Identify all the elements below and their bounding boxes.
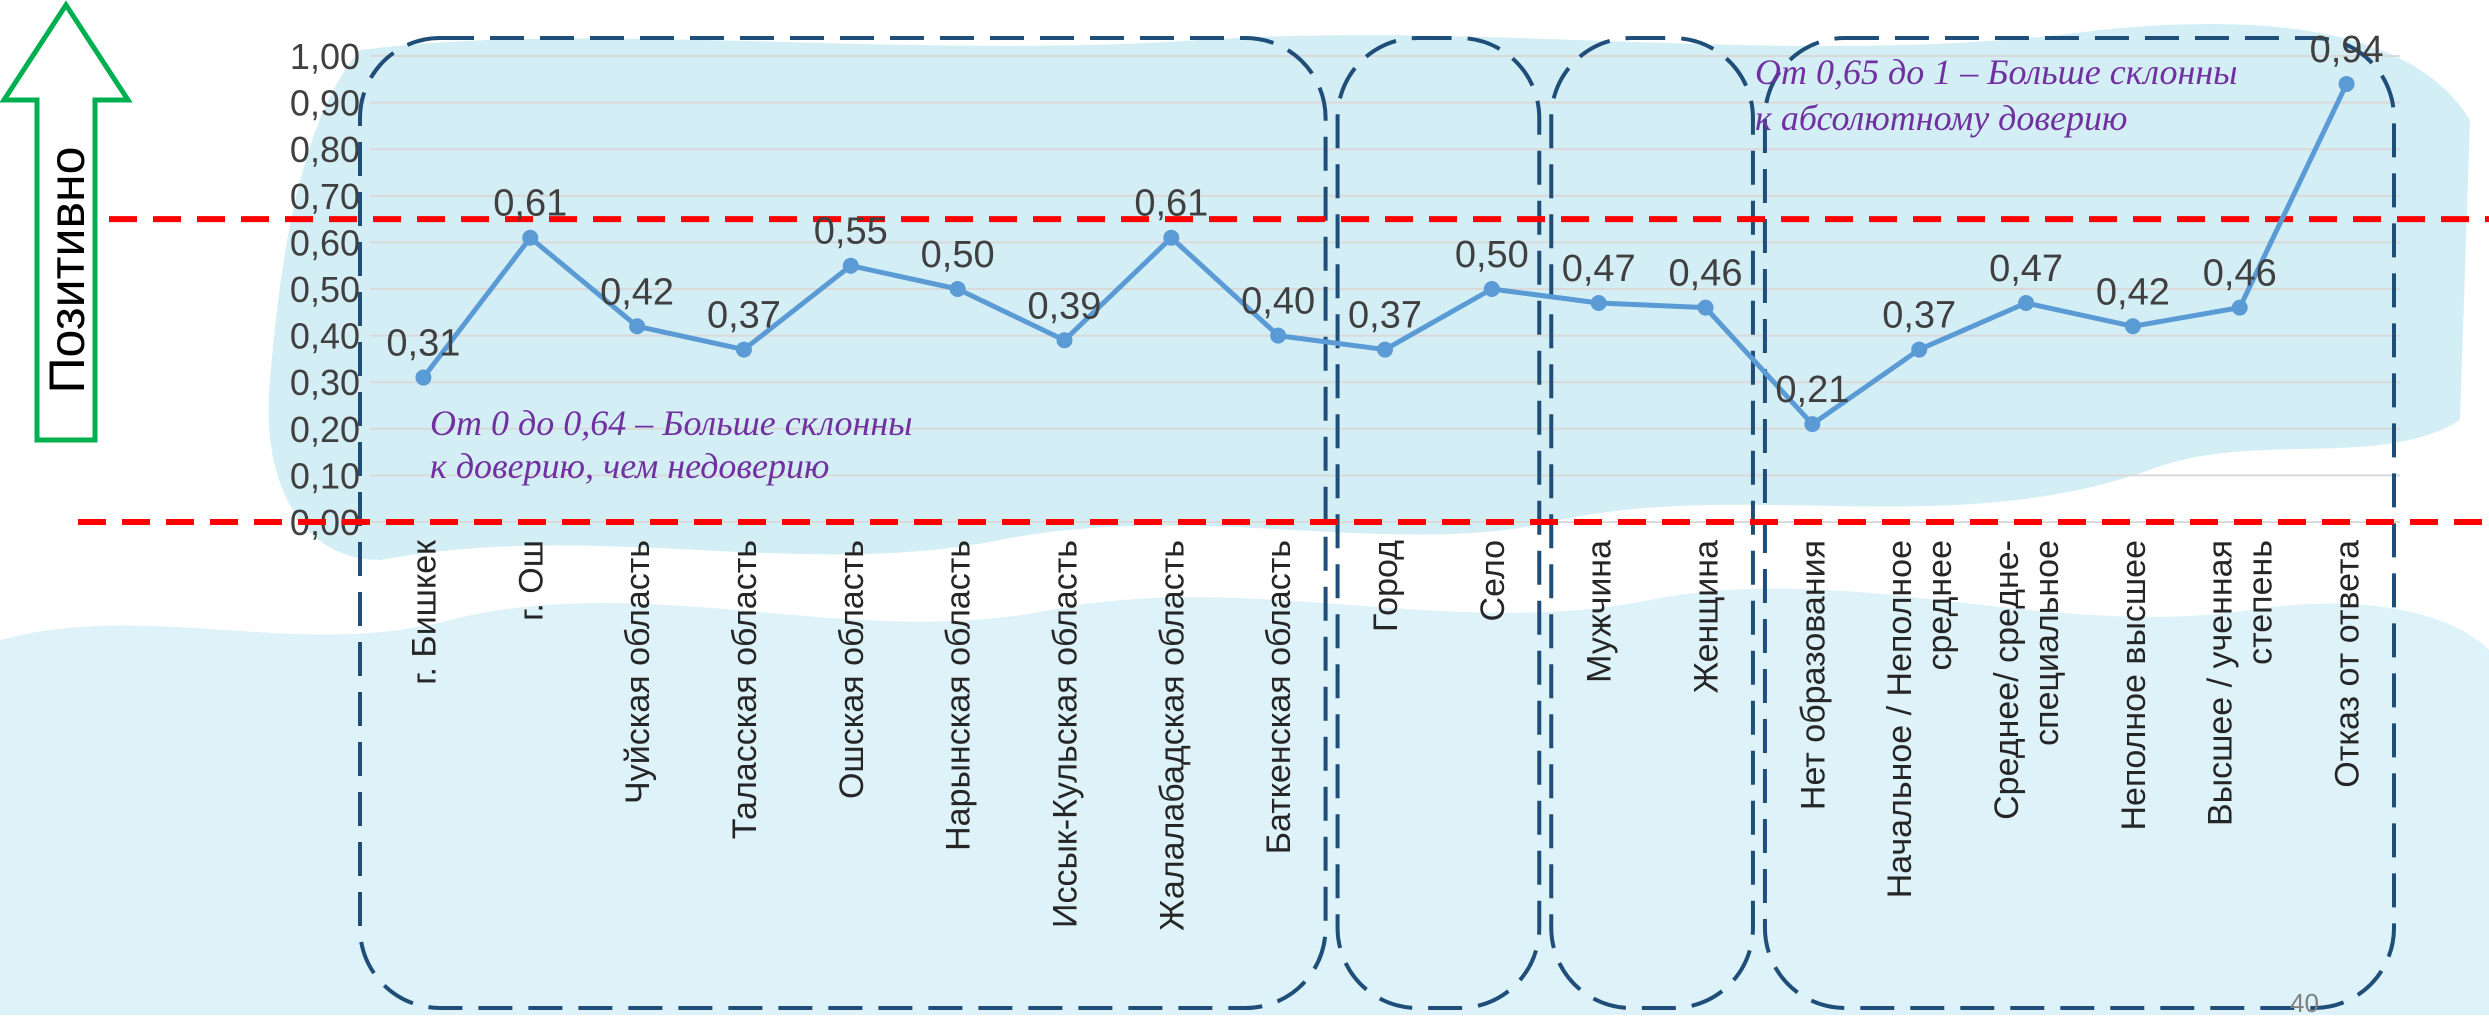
data-point xyxy=(1163,229,1180,246)
y-tick-label: 0,90 xyxy=(290,83,360,124)
data-label: 0,47 xyxy=(1989,248,2063,290)
side-label: Позитивно xyxy=(39,147,95,394)
category-label: Среднее/ средне- xyxy=(1988,540,2026,820)
data-label: 0,55 xyxy=(814,211,888,253)
category-label: степень xyxy=(2242,540,2280,665)
data-label: 0,50 xyxy=(1455,234,1529,276)
y-tick-label: 0,80 xyxy=(290,129,360,170)
y-tick-label: 0,70 xyxy=(290,176,360,217)
data-point xyxy=(735,341,752,358)
annotation-low-line1: От 0 до 0,64 – Больше склонны xyxy=(430,403,913,443)
map-shape-south xyxy=(0,588,2489,1015)
data-point xyxy=(2338,75,2355,92)
map-shape-main xyxy=(268,24,2471,560)
annotation-low-line2: к доверию, чем недоверию xyxy=(430,446,829,486)
category-label: Иссык-Кульская область xyxy=(1046,540,1084,928)
annotation-low: От 0 до 0,64 – Больше склонны к доверию,… xyxy=(430,403,913,486)
category-label: специальное xyxy=(2028,540,2066,746)
data-point xyxy=(1270,327,1287,344)
data-label: 0,42 xyxy=(600,271,674,313)
data-label: 0,21 xyxy=(1775,369,1849,411)
page-number: 40 xyxy=(2290,988,2319,1015)
data-label: 0,37 xyxy=(1882,295,1956,337)
data-point xyxy=(1697,299,1714,316)
data-point xyxy=(2018,294,2035,311)
category-label: Нарынская область xyxy=(940,540,978,851)
category-label: Женщина xyxy=(1688,540,1726,693)
category-label: Чуйская область xyxy=(619,540,657,804)
up-arrow-icon xyxy=(0,0,133,443)
category-label: Начальное / Неполное xyxy=(1881,540,1919,898)
data-label: 0,37 xyxy=(707,295,781,337)
data-point xyxy=(842,257,859,274)
data-point xyxy=(522,229,539,246)
data-point xyxy=(1483,281,1500,297)
data-label: 0,37 xyxy=(1348,295,1422,337)
data-point xyxy=(2124,318,2141,335)
y-tick-label: 0,60 xyxy=(290,222,360,263)
data-point xyxy=(1377,341,1393,358)
data-label: 0,39 xyxy=(1027,285,1101,327)
category-label: Мужчина xyxy=(1581,540,1619,683)
y-tick-label: 0,50 xyxy=(290,269,360,310)
data-label: 0,46 xyxy=(2203,253,2277,295)
data-label: 0,40 xyxy=(1241,281,1315,323)
category-label: г. Ош xyxy=(512,540,550,621)
annotation-high-line2: к абсолютному доверию xyxy=(1755,98,2127,138)
category-label: Отказ от ответа xyxy=(2329,540,2367,788)
data-point xyxy=(1804,416,1821,433)
annotation-high: От 0,65 до 1 – Больше склонны к абсолютн… xyxy=(1755,52,2238,138)
y-tick-label: 0,20 xyxy=(290,409,360,450)
category-label: Ошская область xyxy=(833,540,871,799)
category-label: Высшее / ученная xyxy=(2202,540,2240,826)
annotation-high-line1: От 0,65 до 1 – Больше склонны xyxy=(1755,52,2238,92)
data-point xyxy=(949,281,966,297)
category-label: Село xyxy=(1474,540,1512,621)
data-label: 0,47 xyxy=(1562,248,1636,290)
y-tick-label: 0,30 xyxy=(290,362,360,403)
category-label: Неполное высшее xyxy=(2115,540,2153,831)
data-point xyxy=(1056,332,1073,349)
category-label: среднее xyxy=(1921,540,1959,671)
category-label: г. Бишкек xyxy=(405,539,443,685)
category-label: Таласская область xyxy=(726,540,764,839)
data-point xyxy=(1590,294,1607,311)
data-point xyxy=(1911,341,1928,358)
y-tick-label: 0,40 xyxy=(290,316,360,357)
data-label: 0,31 xyxy=(386,323,460,365)
data-point xyxy=(2231,299,2248,316)
data-label: 0,94 xyxy=(2310,29,2384,71)
data-label: 0,61 xyxy=(1134,183,1208,225)
y-tick-label: 1,00 xyxy=(290,36,360,77)
data-point xyxy=(629,318,646,335)
data-label: 0,42 xyxy=(2096,271,2170,313)
category-label: Город xyxy=(1367,540,1405,632)
y-tick-label: 0,10 xyxy=(290,455,360,496)
data-label: 0,46 xyxy=(1669,253,1743,295)
category-label: Жалалабадская область xyxy=(1153,540,1191,931)
map-background xyxy=(0,24,2489,1015)
data-label: 0,61 xyxy=(493,183,567,225)
category-label: Баткенская область xyxy=(1260,540,1298,854)
positive-arrow: Позитивно xyxy=(0,0,133,443)
data-label: 0,50 xyxy=(921,234,995,276)
data-point xyxy=(415,369,432,386)
category-label: Нет образования xyxy=(1794,540,1832,810)
